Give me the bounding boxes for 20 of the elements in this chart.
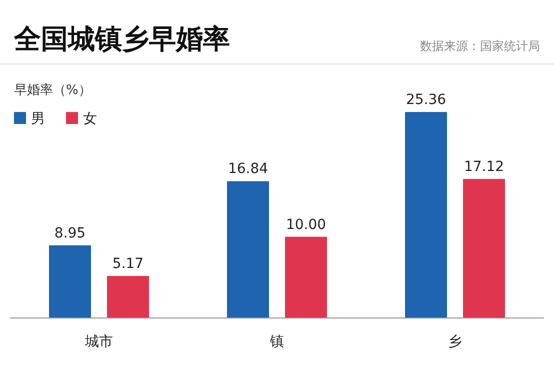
data-label: 5.17	[112, 256, 144, 272]
bar	[463, 178, 505, 318]
legend-label: 男	[31, 111, 45, 127]
bar	[227, 181, 269, 318]
x-tick-label: 城市	[84, 334, 113, 350]
bar	[285, 236, 327, 318]
data-label: 16.84	[228, 161, 268, 178]
chart-title: 全国城镇乡早婚率	[13, 24, 230, 55]
bar	[107, 276, 149, 318]
y-axis-title: 早婚率（%）	[14, 82, 92, 98]
data-label: 17.12	[464, 158, 504, 175]
legend-label: 女	[83, 111, 97, 127]
bar	[405, 112, 447, 318]
data-label: 8.95	[54, 225, 86, 242]
bar	[49, 245, 91, 318]
x-tick-label: 乡	[448, 334, 462, 350]
source-note: 数据来源：国家统计局	[420, 39, 540, 53]
data-label: 10.00	[286, 216, 326, 233]
x-tick-label: 镇	[269, 334, 284, 350]
data-label: 25.36	[406, 92, 446, 108]
